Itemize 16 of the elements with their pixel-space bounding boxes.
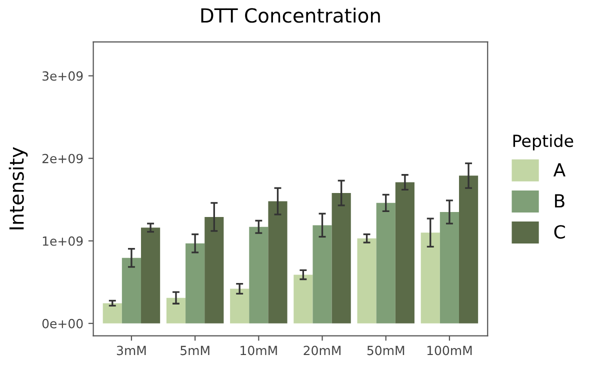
legend-label: C [554, 225, 565, 239]
x-tick-label: 5mM [180, 346, 210, 356]
legend-title: Peptide [513, 134, 574, 150]
y-tick-label: 3e+09 [42, 71, 83, 81]
y-tick-label: 1e+09 [42, 236, 83, 246]
legend-label: B [555, 194, 564, 208]
x-tick-label: 3mM [116, 346, 146, 356]
x-tick-label: 20mM [304, 346, 340, 356]
x-tick-label: 100mM [427, 346, 472, 356]
chart-title: DTT Concentration [201, 8, 380, 23]
y-tick-label: 2e+09 [42, 154, 83, 164]
legend-label: A [553, 163, 566, 176]
x-tick-label: 10mM [240, 346, 277, 356]
y-axis-title: Intensity [8, 147, 28, 230]
y-tick-label: 0e+00 [42, 318, 83, 328]
x-tick-label: 50mM [367, 346, 404, 356]
